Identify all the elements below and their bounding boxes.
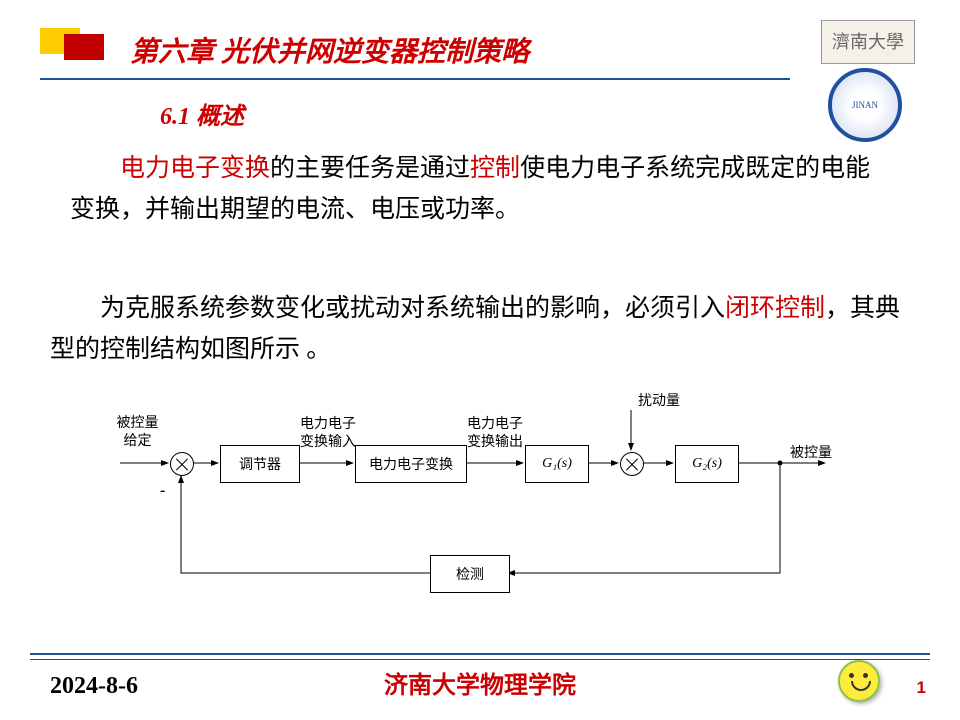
label-output: 被控量	[790, 442, 832, 462]
university-text-logo: 濟南大學	[821, 20, 915, 64]
header-ornament	[40, 28, 102, 56]
badge-text: JINAN	[852, 100, 878, 110]
university-badge-icon: JINAN	[828, 68, 902, 142]
page-number: 1	[917, 678, 926, 698]
footer-org: 济南大学物理学院	[0, 665, 960, 700]
block-diagram: 被控量给定 - 调节器 电力电子变换输入 电力电子变换 电力电子变换输出 G₁(…	[110, 390, 860, 610]
block-converter: 电力电子变换	[355, 445, 467, 483]
label-minus: -	[160, 482, 165, 500]
header-rule	[40, 78, 790, 80]
label-given: 被控量给定	[110, 415, 165, 451]
smiley-icon	[838, 660, 880, 702]
label-conv-in: 电力电子变换输入	[298, 416, 358, 452]
footer-rule	[30, 653, 930, 656]
paragraph-1: 电力电子变换的主要任务是通过控制使电力电子系统完成既定的电能变换，并输出期望的电…	[70, 148, 890, 231]
section-title: 6.1 概述	[160, 96, 244, 131]
footer-rule-thin	[30, 659, 930, 660]
block-detect: 检测	[430, 555, 510, 593]
summing-junction-2	[620, 452, 644, 476]
ornament-red	[64, 34, 104, 60]
block-g1: G₁(s)	[525, 445, 589, 483]
summing-junction-1	[170, 452, 194, 476]
paragraph-2: 为克服系统参数变化或扰动对系统输出的影响，必须引入闭环控制，其典型的控制结构如图…	[50, 288, 910, 371]
block-regulator: 调节器	[220, 445, 300, 483]
label-disturbance: 扰动量	[638, 390, 680, 410]
label-conv-out: 电力电子变换输出	[465, 416, 525, 452]
block-g2: G₂(s)	[675, 445, 739, 483]
chapter-title: 第六章 光伏并网逆变器控制策略	[130, 30, 529, 70]
